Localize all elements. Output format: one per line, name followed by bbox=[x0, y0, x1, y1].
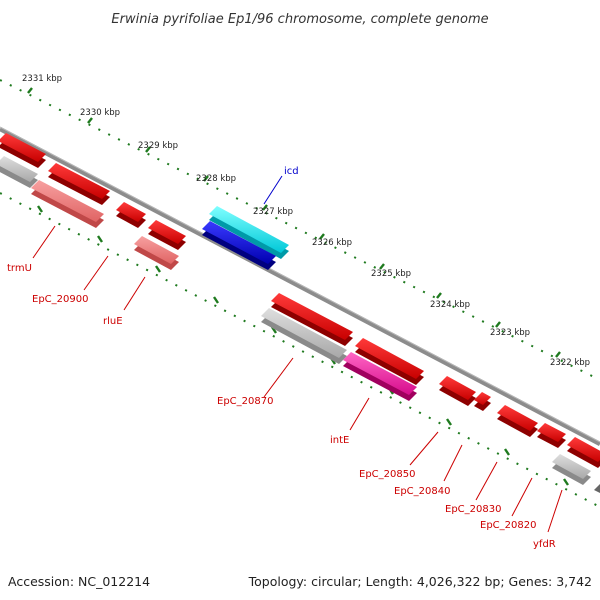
kbp-label: 2327 kbp bbox=[253, 207, 293, 217]
kbp-label: 2326 kbp bbox=[312, 238, 352, 248]
gene-feature-gray bbox=[594, 484, 600, 493]
chromosome-backbone bbox=[0, 127, 600, 446]
gene-feature bbox=[355, 338, 424, 385]
gene-feature-trmU bbox=[31, 180, 104, 228]
gene-feature bbox=[271, 293, 353, 346]
kbp-label: 2331 kbp bbox=[22, 74, 62, 84]
gene-feature-rluE bbox=[134, 236, 179, 270]
label-leaders bbox=[32, 225, 563, 533]
gene-feature bbox=[567, 437, 600, 468]
kbp-major-ticks bbox=[27, 87, 561, 358]
gene-feature bbox=[0, 133, 46, 168]
gene-label-epc20820: EpC_20820 bbox=[480, 520, 536, 531]
gene-label-epc20830: EpC_20830 bbox=[445, 504, 501, 515]
gene-feature-icd bbox=[209, 206, 289, 259]
kbp-label: 2330 kbp bbox=[80, 108, 120, 118]
backbone-highlight bbox=[0, 126, 600, 443]
topology-text: Topology: circular; Length: 4,026,322 bp… bbox=[248, 574, 592, 589]
kbp-tick-track bbox=[0, 79, 600, 381]
gene-label-epc20900: EpC_20900 bbox=[32, 294, 88, 305]
gene-feature-intE bbox=[343, 352, 417, 401]
gene-feature-blue bbox=[202, 221, 276, 270]
gene-label-intE: intE bbox=[330, 435, 349, 446]
gene-feature bbox=[497, 405, 538, 437]
gene-label-epc20870: EpC_20870 bbox=[217, 396, 273, 407]
gene-feature bbox=[148, 220, 186, 250]
accession-text: Accession: NC_012214 bbox=[8, 574, 150, 589]
kbp-label: 2322 kbp bbox=[550, 358, 590, 368]
inner-major-ticks bbox=[37, 205, 569, 486]
gene-labels: icd trmU EpC_20900 rluE EpC_20870 intE E… bbox=[7, 166, 556, 550]
forward-strand-genes bbox=[0, 133, 600, 468]
gene-label-rluE: rluE bbox=[103, 316, 123, 327]
kbp-label: 2329 kbp bbox=[138, 141, 178, 151]
gene-feature-gray bbox=[0, 156, 38, 188]
gene-label-icd: icd bbox=[284, 166, 299, 177]
reverse-strand-genes bbox=[0, 156, 600, 493]
gene-label-yfdR: yfdR bbox=[533, 539, 556, 550]
inner-tick-track bbox=[0, 192, 600, 508]
gene-feature-epc20870 bbox=[261, 308, 347, 364]
gene-feature bbox=[48, 163, 110, 205]
kbp-label: 2328 kbp bbox=[196, 174, 236, 184]
map-title: Erwinia pyrifoliae Ep1/96 chromosome, co… bbox=[111, 12, 488, 27]
kbp-label: 2324 kbp bbox=[430, 300, 470, 310]
kbp-labels: 2331 kbp 2330 kbp 2329 kbp 2328 kbp 2327… bbox=[22, 74, 590, 368]
gene-label-trmU: trmU bbox=[7, 263, 32, 274]
gene-label-epc20840: EpC_20840 bbox=[394, 486, 450, 497]
gene-feature bbox=[439, 376, 476, 406]
kbp-label: 2325 kbp bbox=[371, 269, 411, 279]
gene-feature bbox=[116, 202, 146, 228]
gene-feature bbox=[537, 423, 566, 448]
gene-label-epc20850: EpC_20850 bbox=[359, 469, 415, 480]
gene-feature-yfdR bbox=[552, 454, 591, 485]
kbp-label: 2323 kbp bbox=[490, 328, 530, 338]
gene-feature bbox=[474, 392, 491, 411]
icd-leader bbox=[263, 175, 283, 205]
